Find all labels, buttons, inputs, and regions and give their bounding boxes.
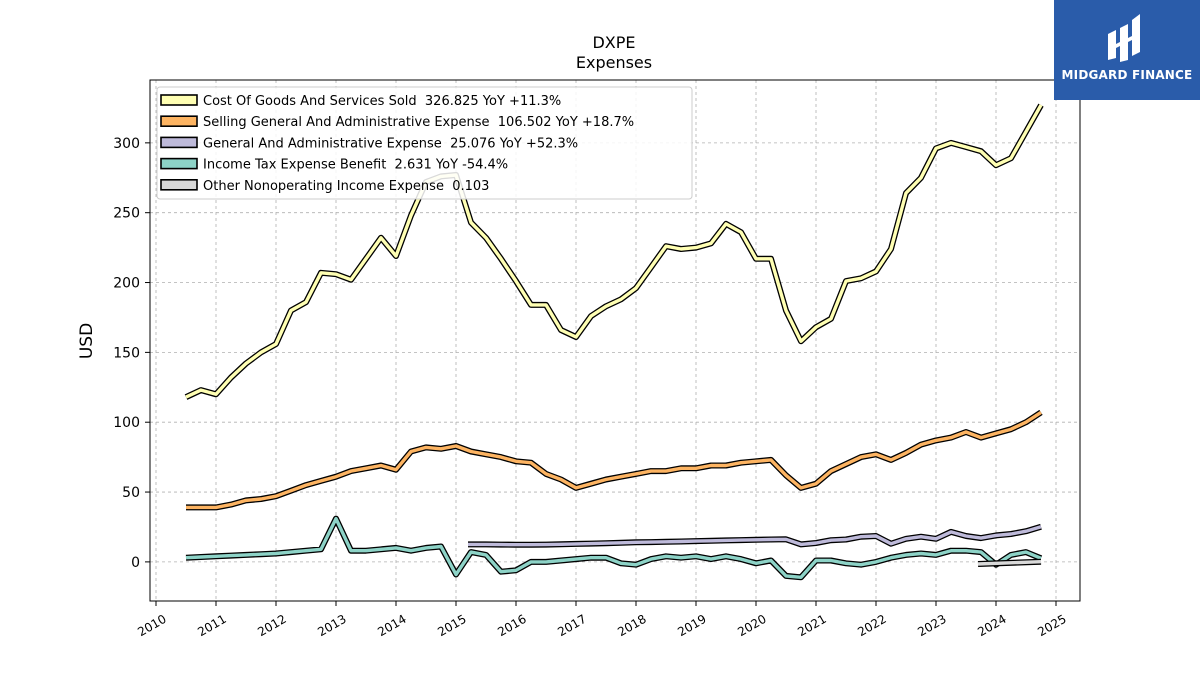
legend-entry: General And Administrative Expense 25.07… (203, 136, 578, 151)
income-tax-expense-benefit-line-outline (185, 515, 1043, 581)
y-tick-label: 100 (113, 415, 140, 431)
general-and-administrative-expense-line-outline (468, 523, 1042, 548)
x-tick-label: 2014 (375, 612, 408, 639)
income-tax-expense-benefit-line (185, 516, 1042, 579)
selling-general-and-administrative-expense-line-outline (186, 409, 1043, 511)
legend-box (156, 86, 693, 200)
legend-entry: Selling General And Administrative Expen… (203, 115, 634, 130)
x-tick-label: 2019 (675, 612, 708, 639)
x-tick-label: 2022 (855, 612, 888, 639)
legend-swatch (160, 157, 198, 170)
y-tick-label: 50 (122, 485, 140, 501)
chart-title: DXPE (592, 33, 635, 52)
y-axis: 0 50 100 150 200 250 300 (113, 136, 150, 571)
x-tick-label: 2011 (195, 612, 228, 639)
y-axis-label: USD (77, 323, 97, 359)
brand-mark-icon (1108, 14, 1140, 62)
x-tick-label: 2013 (315, 612, 348, 639)
legend-swatch (160, 115, 198, 127)
other-nonoperating-income-expense-line (977, 560, 1042, 566)
x-tick-label: 2023 (915, 612, 948, 639)
general-and-administrative-expense-line (468, 525, 1042, 547)
legend-swatch (160, 94, 198, 106)
legend-entry: Cost Of Goods And Services Sold 326.825 … (203, 94, 561, 109)
y-tick-label: 200 (113, 276, 140, 292)
selling-general-and-administrative-expense-line (186, 410, 1042, 510)
x-tick-label: 2020 (735, 612, 768, 639)
x-tick-label: 2012 (255, 612, 288, 639)
y-tick-label: 0 (131, 555, 140, 571)
x-tick-label: 2010 (135, 612, 168, 639)
cost-of-goods-and-services-sold-line (185, 104, 1043, 399)
x-tick-label: 2024 (975, 612, 1008, 639)
plot-frame (149, 79, 1081, 602)
legend-swatch (160, 136, 198, 149)
legend-entry: Other Nonoperating Income Expense 0.103 (203, 179, 489, 194)
x-axis: 2010 2011 2012 2013 2014 2015 2016 2017 2018 2019… (135, 601, 1069, 639)
y-tick-label: 250 (113, 206, 140, 222)
x-tick-label: 2021 (795, 612, 828, 639)
legend: Cost Of Goods And Services Sold 326.825 … (156, 86, 693, 200)
series-lines (184, 103, 1044, 581)
brand-name: MIDGARD FINANCE (1061, 68, 1193, 82)
x-tick-label: 2016 (495, 612, 528, 639)
y-tick-label: 300 (113, 136, 140, 152)
chart-subtitle: Expenses (576, 53, 652, 72)
y-tick-label: 150 (113, 345, 140, 361)
x-tick-label: 2025 (1035, 612, 1068, 639)
x-tick-label: 2015 (435, 612, 468, 639)
x-tick-label: 2018 (615, 612, 648, 639)
legend-swatch (160, 179, 198, 191)
x-tick-label: 2017 (555, 612, 588, 639)
brand-logo: MIDGARD FINANCE (1054, 0, 1200, 100)
legend-entry: Income Tax Expense Benefit 2.631 YoY -54… (203, 158, 508, 173)
